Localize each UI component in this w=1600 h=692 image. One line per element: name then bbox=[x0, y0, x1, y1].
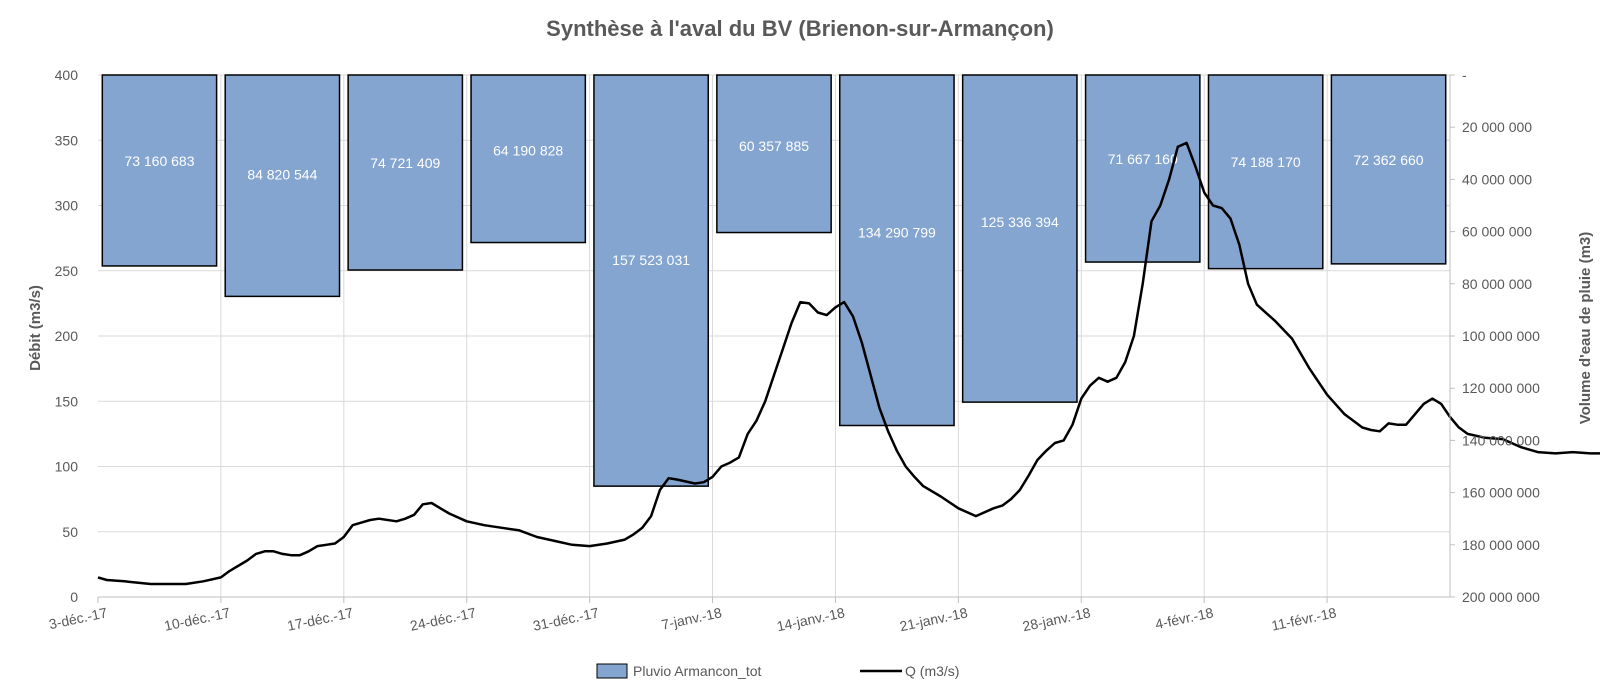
right-tick-label: 120 000 000 bbox=[1462, 380, 1540, 396]
rain-bar-label: 125 336 394 bbox=[981, 214, 1059, 230]
right-tick-label: 80 000 000 bbox=[1462, 276, 1532, 292]
left-tick-label: 400 bbox=[55, 67, 79, 83]
rain-bar-label: 74 721 409 bbox=[370, 155, 440, 171]
left-tick-label: 200 bbox=[55, 328, 79, 344]
x-tick-label: 31-déc.-17 bbox=[531, 604, 600, 634]
legend-label-bars: Pluvio Armancon_tot bbox=[633, 663, 762, 679]
rain-bar-label: 84 820 544 bbox=[247, 167, 317, 183]
x-tick-label: 4-févr.-18 bbox=[1154, 604, 1215, 632]
chart-title: Synthèse à l'aval du BV (Brienon-sur-Arm… bbox=[546, 16, 1054, 41]
rain-bar bbox=[839, 74, 955, 427]
rain-bar-label: 134 290 799 bbox=[858, 225, 936, 241]
right-tick-label: 60 000 000 bbox=[1462, 224, 1532, 240]
rain-bar-label: 64 190 828 bbox=[493, 142, 563, 158]
legend: Pluvio Armancon_tot Q (m3/s) bbox=[596, 663, 959, 679]
left-tick-label: 100 bbox=[55, 459, 79, 475]
rain-bar-label: 157 523 031 bbox=[612, 252, 690, 268]
x-tick-label: 7-janv.-18 bbox=[660, 604, 723, 632]
rain-bar bbox=[1084, 74, 1201, 263]
right-tick-label: 20 000 000 bbox=[1462, 119, 1532, 135]
right-tick-label: - bbox=[1462, 67, 1467, 83]
x-tick-label: 10-déc.-17 bbox=[163, 604, 232, 634]
right-axis-title: Volume d'eau de pluie (m3) bbox=[1577, 232, 1594, 425]
rain-bar-label: 60 357 885 bbox=[739, 138, 809, 154]
rain-bar bbox=[961, 74, 1078, 403]
right-tick-label: 140 000 000 bbox=[1462, 432, 1540, 448]
legend-swatch-bars bbox=[596, 663, 628, 679]
x-tick-label: 11-févr.-18 bbox=[1270, 604, 1338, 633]
rain-bar-label: 71 667 160 bbox=[1108, 151, 1178, 167]
right-tick-label: 180 000 000 bbox=[1462, 537, 1540, 553]
rain-bar-label: 72 362 660 bbox=[1354, 152, 1424, 168]
rain-bar bbox=[101, 74, 218, 267]
x-tick-label: 24-déc.-17 bbox=[409, 604, 478, 634]
x-tick-label: 3-déc.-17 bbox=[47, 604, 108, 632]
left-tick-label: 300 bbox=[55, 198, 79, 214]
rain-bar bbox=[593, 74, 709, 487]
right-tick-label: 40 000 000 bbox=[1462, 171, 1532, 187]
x-tick-label: 17-déc.-17 bbox=[286, 604, 355, 634]
x-tick-label: 21-janv.-18 bbox=[898, 604, 969, 634]
left-axis-title: Débit (m3/s) bbox=[27, 285, 44, 371]
right-tick-label: 160 000 000 bbox=[1462, 485, 1540, 501]
bars-layer: 73 160 683 84 820 544 74 721 409 64 190 828… bbox=[101, 74, 1447, 487]
rain-bar-label: 74 188 170 bbox=[1231, 154, 1301, 170]
left-tick-label: 0 bbox=[70, 589, 78, 605]
left-tick-label: 50 bbox=[62, 524, 78, 540]
rain-bar bbox=[470, 74, 587, 244]
rain-bar bbox=[1330, 74, 1447, 265]
rain-bar-label: 73 160 683 bbox=[124, 153, 194, 169]
rain-bar bbox=[224, 74, 341, 298]
rain-bar bbox=[716, 74, 832, 234]
right-tick-label: 200 000 000 bbox=[1462, 589, 1540, 605]
legend-label-line: Q (m3/s) bbox=[905, 663, 959, 679]
rain-bar bbox=[347, 74, 464, 271]
discharge-line bbox=[97, 141, 1600, 586]
right-tick-label: 100 000 000 bbox=[1462, 328, 1540, 344]
x-tick-label: 14-janv.-18 bbox=[775, 604, 846, 634]
x-tick-label: 28-janv.-18 bbox=[1021, 604, 1092, 634]
line-layer bbox=[97, 141, 1600, 586]
left-tick-label: 150 bbox=[55, 393, 79, 409]
left-tick-label: 250 bbox=[55, 263, 79, 279]
rain-bar bbox=[1207, 74, 1324, 270]
left-tick-label: 350 bbox=[55, 132, 79, 148]
